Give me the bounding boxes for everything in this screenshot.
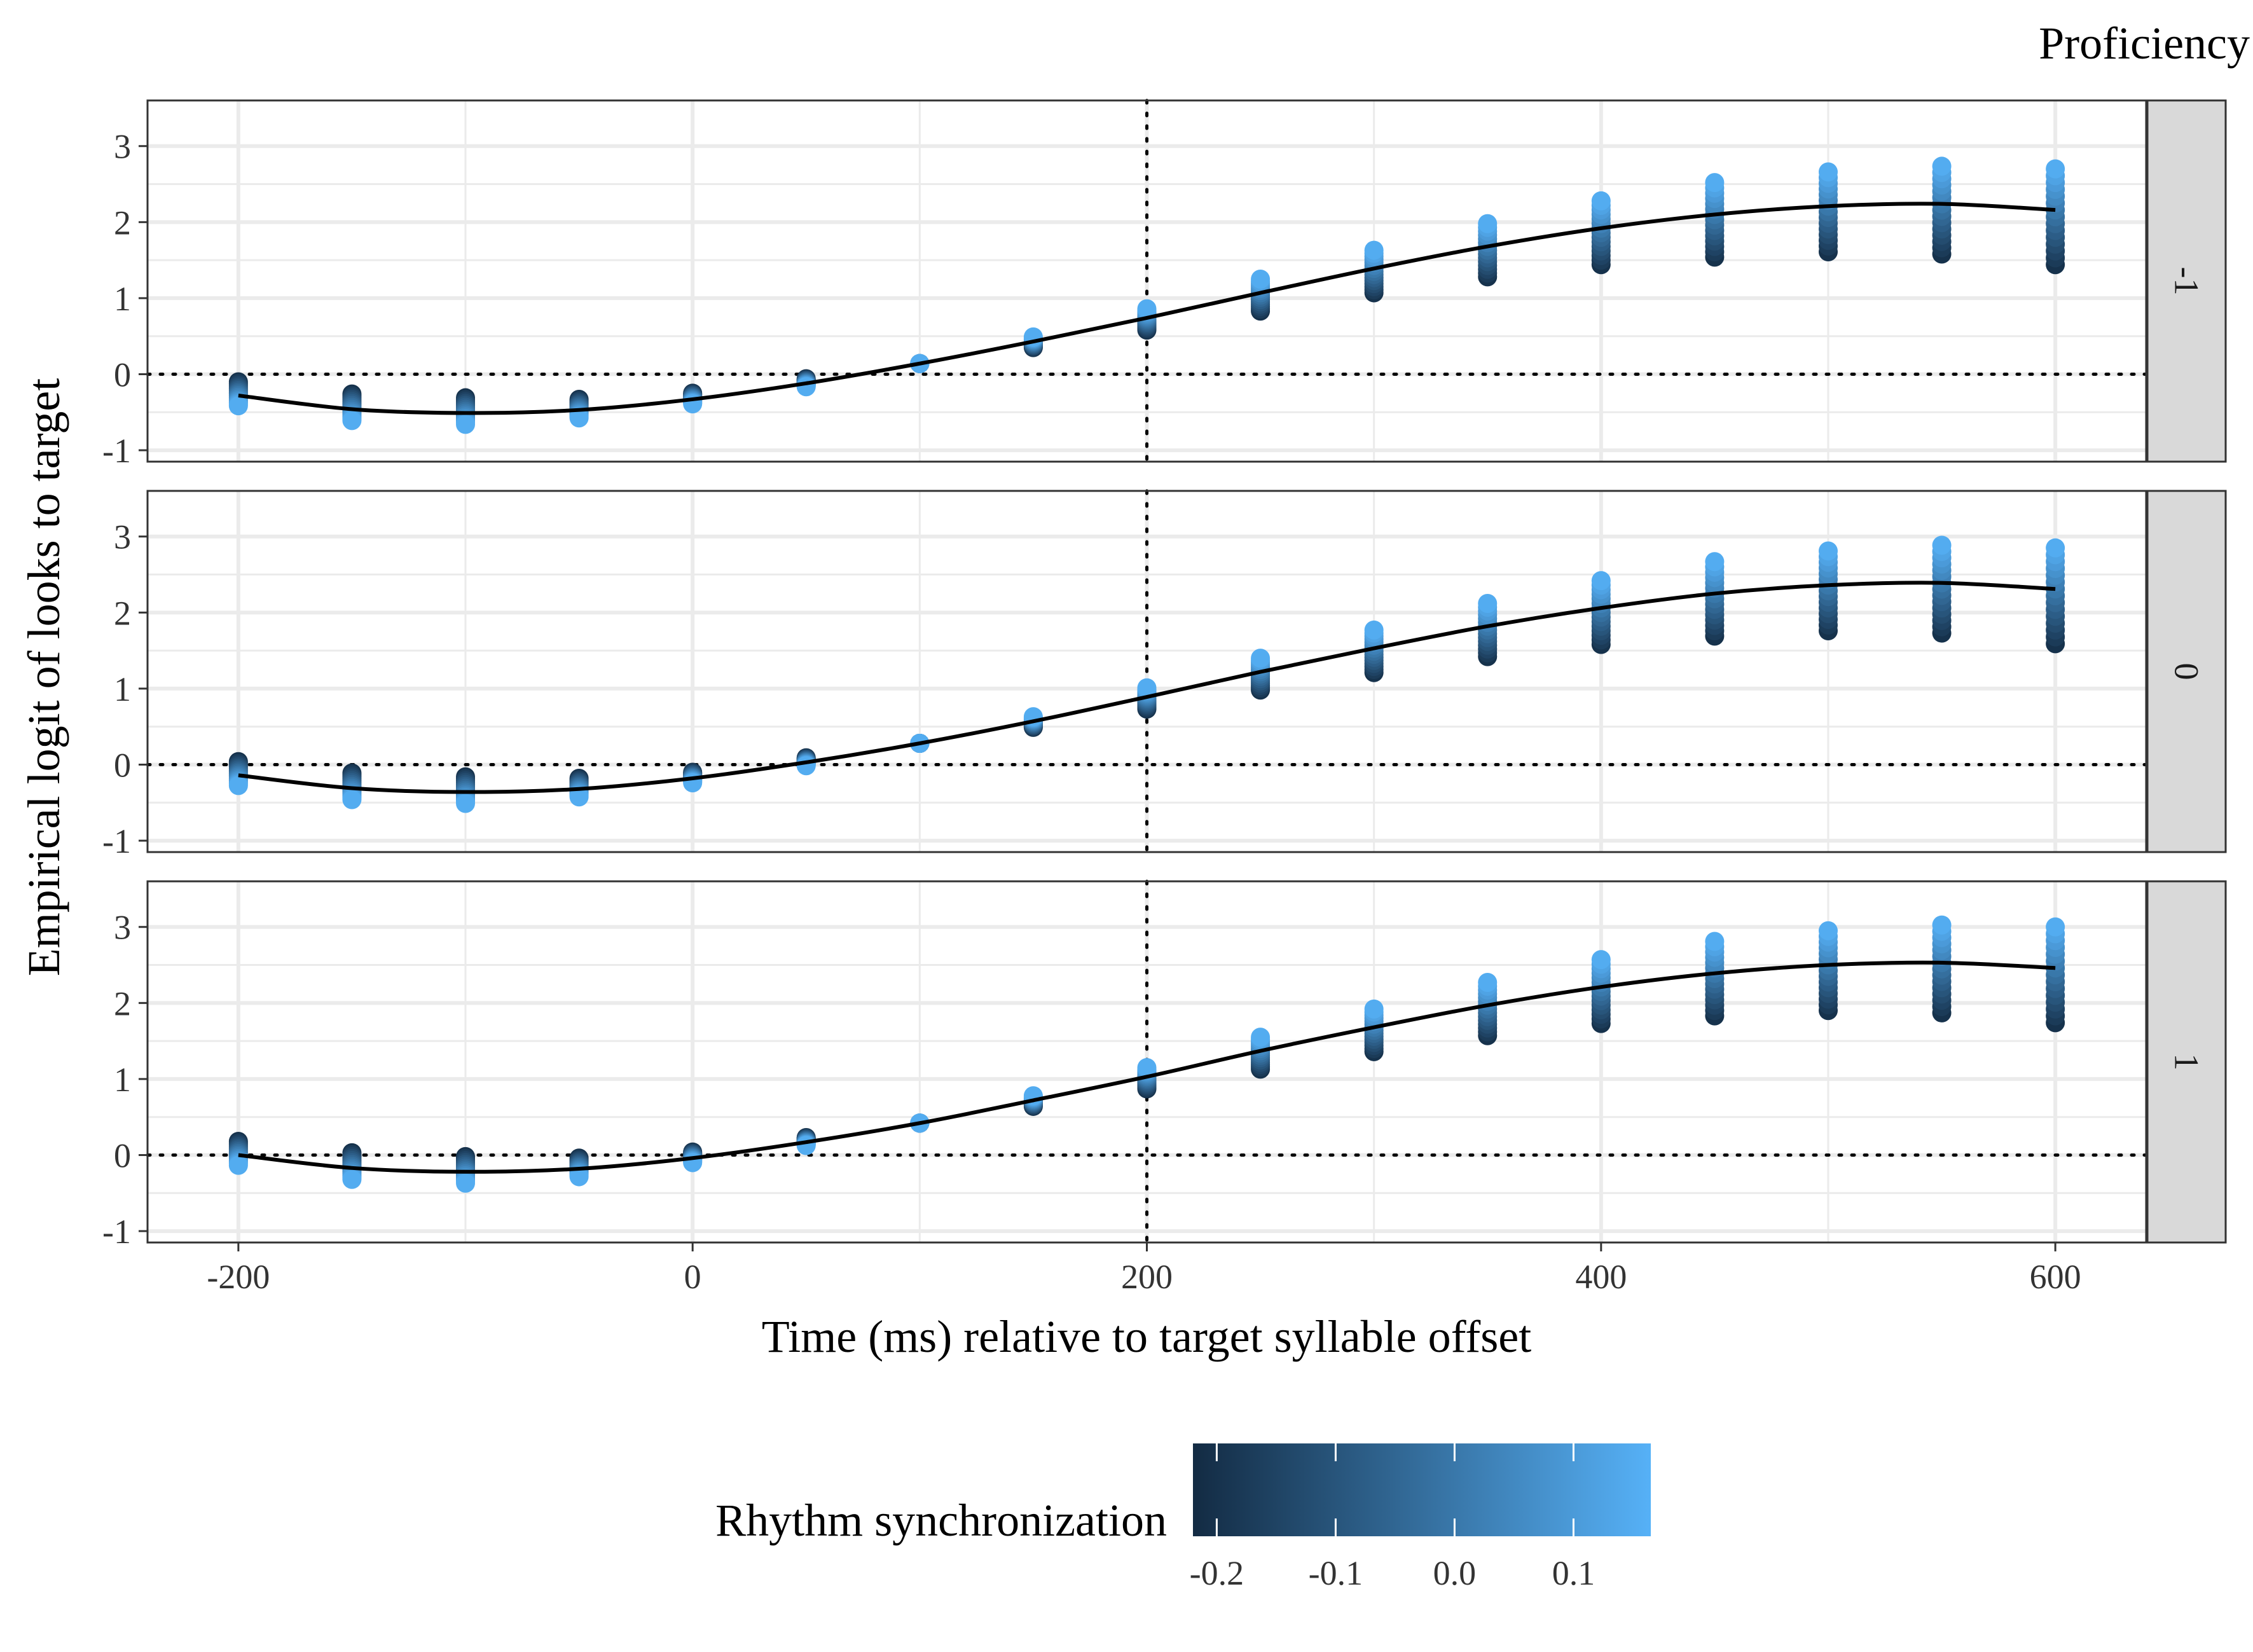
data-point: [1932, 535, 1952, 555]
legend-title: Rhythm synchronization: [715, 1495, 1167, 1546]
panel-2: -1 0 1 2 3 0: [102, 489, 2227, 860]
data-point: [796, 1136, 816, 1155]
y-tick-label: 2: [114, 594, 131, 632]
data-point: [1364, 240, 1384, 260]
facet-strip-label: 1: [2168, 1054, 2206, 1071]
legend-tick-label: -0.2: [1190, 1554, 1244, 1592]
facet-strip-label: 0: [2168, 663, 2206, 680]
data-point: [1705, 173, 1725, 193]
y-tick-label: 0: [114, 746, 131, 784]
x-tick-label: 600: [2030, 1258, 2081, 1296]
x-tick-label: 200: [1121, 1258, 1173, 1296]
data-point: [342, 411, 362, 430]
data-point: [342, 790, 362, 809]
x-axis: -200 0 200 400 600: [207, 1242, 2081, 1296]
data-point: [1364, 999, 1384, 1019]
data-point: [2046, 159, 2065, 179]
panel-border: [146, 99, 2147, 463]
data-point: [2046, 538, 2065, 558]
data-point: [569, 408, 589, 428]
x-tick-label: 400: [1575, 1258, 1627, 1296]
facet-strip: [2146, 99, 2227, 463]
data-point: [1818, 921, 1838, 940]
y-tick-label: -1: [102, 1213, 131, 1251]
data-point: [796, 756, 816, 776]
data-point: [228, 776, 248, 795]
data-point: [228, 396, 248, 416]
y-tick-label: -1: [102, 432, 131, 470]
y-tick-label: 0: [114, 1136, 131, 1174]
data-point: [2046, 917, 2065, 937]
panel-border: [146, 490, 2147, 853]
data-point: [796, 377, 816, 397]
panel-1: -1 0 1 2 3 -1: [102, 99, 2227, 470]
data-point: [456, 794, 476, 813]
data-point: [1932, 915, 1952, 935]
facet-strip-label: -1: [2168, 267, 2206, 296]
data-point: [569, 1167, 589, 1187]
data-point: [342, 1169, 362, 1189]
panel-3: -1 0 1 2 3 1: [102, 879, 2227, 1251]
y-tick-label: 1: [114, 1061, 131, 1099]
data-point: [1137, 1057, 1157, 1077]
data-point: [1705, 552, 1725, 572]
panels-layer: -1 0 1 2 3 -1 -1 0 1 2 3 0 -1 0 1 2 3 1: [102, 99, 2227, 1251]
data-point: [228, 1155, 248, 1175]
data-point: [1818, 162, 1838, 182]
y-axis-title: Empirical logit of looks to target: [18, 378, 69, 977]
y-tick-label: 0: [114, 355, 131, 394]
x-axis-title: Time (ms) relative to target syllable of…: [762, 1311, 1531, 1362]
points-panel-3: [228, 915, 2065, 1193]
data-point: [1251, 1028, 1271, 1047]
legend-tick-label: 0.0: [1433, 1554, 1477, 1592]
data-point: [1137, 678, 1157, 698]
y-tick-label: 2: [114, 203, 131, 242]
data-point: [1251, 270, 1271, 289]
fit-line-panel-3: [238, 960, 2056, 1174]
data-point: [1364, 620, 1384, 640]
data-point: [456, 415, 476, 434]
y-tick-label: 2: [114, 984, 131, 1022]
facet-title: Proficiency: [2039, 18, 2250, 69]
data-point: [456, 1173, 476, 1193]
y-tick-label: 3: [114, 909, 131, 947]
y-tick-label: 1: [114, 670, 131, 708]
y-tick-label: -1: [102, 822, 131, 860]
x-tick-label: -200: [207, 1258, 270, 1296]
legend-tick-label: -0.1: [1309, 1554, 1363, 1592]
fit-line-panel-1: [238, 202, 2056, 415]
data-point: [1591, 950, 1611, 970]
facet-strip: [2146, 880, 2227, 1244]
color-legend: Rhythm synchronization -0.2 -0.1 0.0 0.1: [715, 1443, 1651, 1592]
data-point: [1478, 973, 1498, 993]
data-point: [1932, 156, 1952, 176]
data-point: [569, 787, 589, 807]
data-point: [1705, 932, 1725, 951]
y-tick-label: 3: [114, 128, 131, 166]
data-point: [1818, 541, 1838, 561]
y-tick-label: 3: [114, 518, 131, 556]
legend-ticks: -0.2 -0.1 0.0 0.1: [1190, 1443, 1595, 1592]
fit-line-panel-2: [238, 581, 2056, 794]
data-point: [1591, 571, 1611, 591]
legend-tick-label: 0.1: [1552, 1554, 1595, 1592]
y-tick-label: 1: [114, 280, 131, 318]
data-point: [1251, 649, 1271, 668]
data-point: [1478, 593, 1498, 613]
legend-colorbar: [1193, 1443, 1651, 1536]
facet-strip: [2146, 490, 2227, 853]
points-panel-2: [228, 535, 2065, 813]
data-point: [1478, 214, 1498, 233]
data-point: [1137, 299, 1157, 319]
data-point: [1591, 191, 1611, 210]
x-tick-label: 0: [684, 1258, 701, 1296]
